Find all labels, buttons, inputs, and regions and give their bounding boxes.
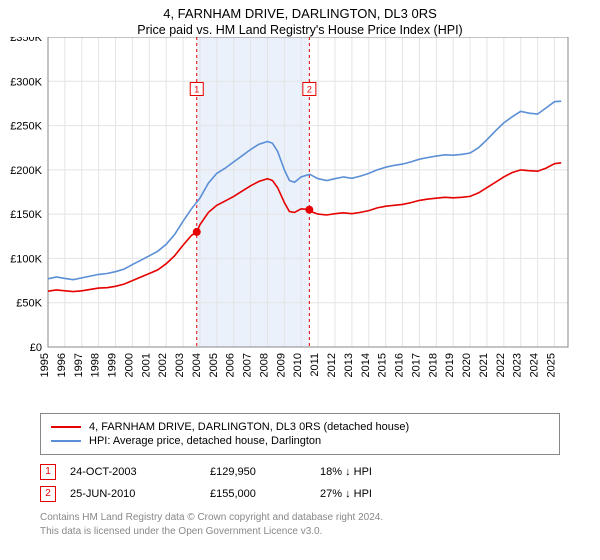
event-table: 1 24-OCT-2003£129,95018% ↓ HPI 2 25-JUN-201…: [40, 461, 560, 505]
x-tick-label: 2017: [410, 353, 422, 377]
event-row: 2 25-JUN-2010£155,00027% ↓ HPI: [40, 483, 560, 505]
event-row: 1 24-OCT-2003£129,95018% ↓ HPI: [40, 461, 560, 483]
x-tick-label: 2019: [444, 353, 456, 377]
x-tick-label: 1997: [73, 353, 85, 377]
x-tick-label: 2007: [242, 353, 254, 377]
x-tick-label: 2025: [545, 353, 557, 377]
x-tick-label: 2005: [208, 353, 220, 377]
footer-line-2: This data is licensed under the Open Gov…: [40, 525, 560, 539]
legend-swatch: [51, 426, 81, 428]
event-date: 25-JUN-2010: [70, 488, 210, 500]
event-price: £155,000: [210, 488, 320, 500]
x-tick-label: 2000: [123, 353, 135, 377]
x-tick-label: 2015: [377, 353, 389, 377]
footer-line-1: Contains HM Land Registry data © Crown c…: [40, 511, 560, 525]
x-tick-label: 2023: [512, 353, 524, 377]
legend-item: 4, FARNHAM DRIVE, DARLINGTON, DL3 0RS (d…: [51, 420, 549, 434]
x-tick-label: 2020: [461, 353, 473, 377]
x-tick-label: 1996: [56, 353, 68, 377]
y-tick-label: £0: [30, 342, 42, 354]
chart-title: 4, FARNHAM DRIVE, DARLINGTON, DL3 0RS: [0, 6, 600, 21]
event-date: 24-OCT-2003: [70, 466, 210, 478]
x-tick-label: 1999: [107, 353, 119, 377]
footer-attribution: Contains HM Land Registry data © Crown c…: [40, 511, 560, 538]
y-tick-label: £250K: [10, 121, 42, 133]
x-tick-label: 2022: [495, 353, 507, 377]
y-tick-label: £150K: [10, 209, 42, 221]
x-tick-label: 2011: [309, 353, 321, 377]
x-tick-label: 2008: [258, 353, 270, 377]
legend: 4, FARNHAM DRIVE, DARLINGTON, DL3 0RS (d…: [40, 413, 560, 455]
x-tick-label: 2006: [225, 353, 237, 377]
x-tick-label: 2002: [157, 353, 169, 377]
event-delta: 27% ↓ HPI: [320, 488, 440, 500]
chart-area: £0 £50K £100K £150K £200K £250K £300K £350K 1995…: [0, 37, 600, 407]
x-tick-label: 2021: [478, 353, 490, 377]
x-tick-label: 1998: [90, 353, 102, 377]
event-delta: 18% ↓ HPI: [320, 466, 440, 478]
y-tick-label: £100K: [10, 253, 42, 265]
x-tick-label: 2012: [326, 353, 338, 377]
x-tick-label: 2003: [174, 353, 186, 377]
legend-label: HPI: Average price, detached house, Darl…: [89, 435, 321, 447]
event-index-box: 1: [40, 464, 56, 480]
legend-label: 4, FARNHAM DRIVE, DARLINGTON, DL3 0RS (d…: [89, 421, 409, 433]
y-tick-label: £350K: [10, 37, 42, 44]
x-tick-label: 1995: [39, 353, 51, 377]
y-tick-label: £200K: [10, 165, 42, 177]
x-tick-label: 2010: [292, 353, 304, 377]
event-marker-label: 1: [194, 85, 199, 95]
x-tick-label: 2024: [529, 353, 541, 377]
event-index-box: 2: [40, 486, 56, 502]
x-tick-label: 2013: [343, 353, 355, 377]
legend-swatch: [51, 440, 81, 442]
x-tick-label: 2004: [191, 353, 203, 377]
chart-subtitle: Price paid vs. HM Land Registry's House …: [0, 23, 600, 37]
x-tick-label: 2001: [140, 353, 152, 377]
line-chart: £0 £50K £100K £150K £200K £250K £300K £350K 1995…: [0, 37, 588, 407]
event-marker-label: 2: [307, 85, 312, 95]
y-tick-label: £50K: [16, 298, 42, 310]
y-tick-label: £300K: [10, 76, 42, 88]
x-tick-label: 2014: [360, 353, 372, 377]
legend-item: HPI: Average price, detached house, Darl…: [51, 434, 549, 448]
x-tick-label: 2016: [394, 353, 406, 377]
event-price: £129,950: [210, 466, 320, 478]
x-tick-label: 2018: [427, 353, 439, 377]
x-tick-label: 2009: [275, 353, 287, 377]
